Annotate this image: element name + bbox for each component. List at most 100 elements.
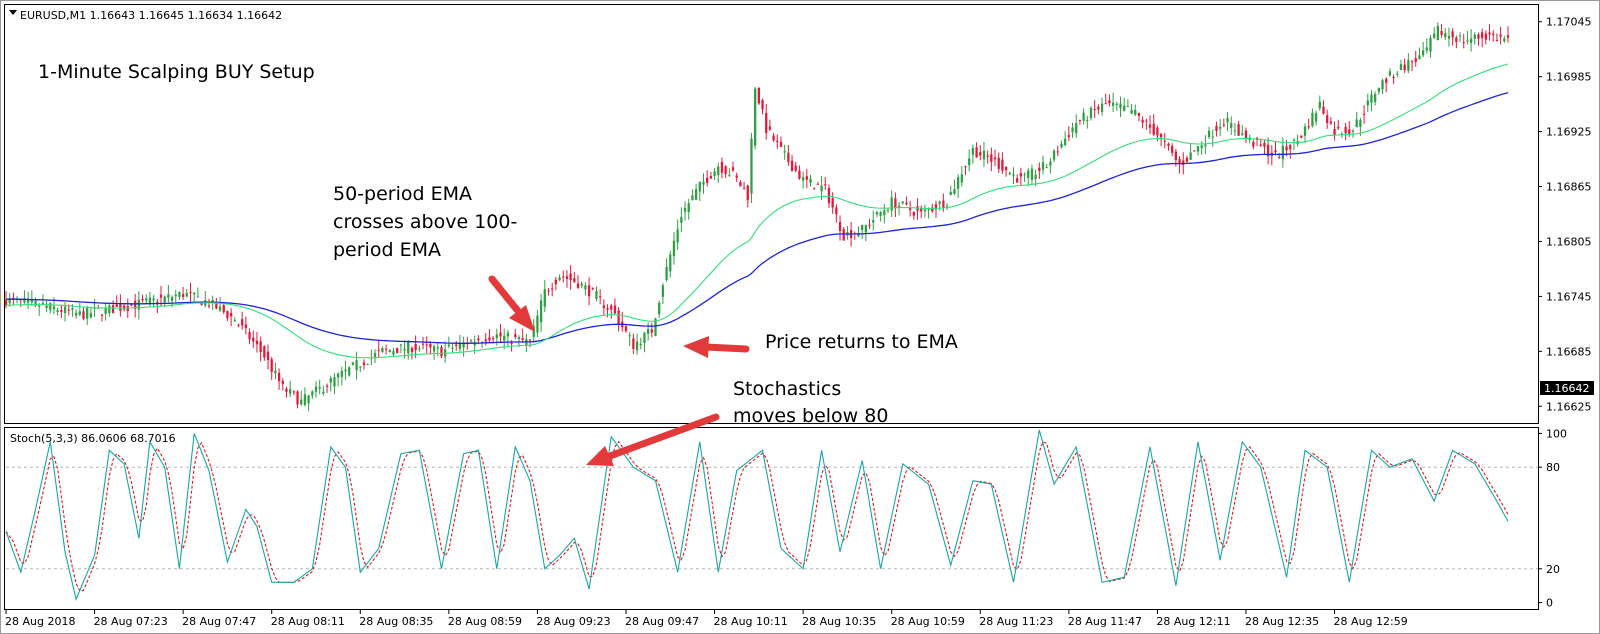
candle: [897, 202, 901, 216]
time-tick-label: 28 Aug 11:47: [1068, 615, 1142, 628]
candle: [956, 174, 960, 199]
price-tick-label: 1.16745: [1546, 290, 1592, 303]
candle: [754, 86, 757, 150]
candle: [429, 341, 432, 355]
candle: [1292, 138, 1296, 151]
candle: [351, 361, 355, 366]
candle: [1314, 110, 1318, 126]
candle: [920, 205, 923, 219]
price-axis: 1.17045 1.16985 1.16925 1.16865 1.16805 1.167…: [1538, 16, 1592, 413]
candle: [1204, 135, 1207, 155]
candle: [658, 300, 661, 318]
candle: [742, 181, 746, 190]
candle: [776, 134, 779, 149]
candle: [942, 193, 945, 212]
candle: [425, 336, 428, 354]
candle: [1211, 129, 1214, 147]
candle: [1263, 139, 1266, 155]
candle: [1410, 59, 1414, 72]
candle: [503, 328, 506, 350]
candle: [156, 298, 159, 314]
candle: [1111, 92, 1115, 112]
candle: [706, 170, 709, 187]
candle: [266, 344, 270, 370]
candle: [1108, 94, 1111, 107]
candle: [595, 286, 598, 302]
candle: [735, 172, 738, 183]
price-header-label: EURUSD,M1 1.16643 1.16645 1.16634 1.1664…: [20, 9, 282, 22]
candle: [181, 286, 185, 300]
ema-cross-line-2: crosses above 100-: [333, 211, 517, 233]
candle: [185, 288, 188, 298]
candle: [993, 149, 997, 167]
candle: [1001, 152, 1004, 174]
candle: [576, 275, 580, 289]
candle: [1196, 146, 1200, 156]
candle: [1134, 104, 1137, 117]
candle: [1056, 145, 1059, 157]
ema-100-line: [6, 91, 1509, 344]
candle: [119, 294, 122, 317]
candle: [816, 181, 820, 185]
candle: [1429, 34, 1432, 58]
ema-cross-line-1: 50-period EMA: [333, 183, 472, 205]
candle: [1152, 114, 1155, 136]
candle: [1333, 121, 1336, 141]
candle: [547, 288, 550, 296]
candle: [255, 331, 259, 353]
candle: [1414, 50, 1417, 67]
candle: [861, 224, 864, 239]
current-price-tag: 1.16642: [1540, 381, 1594, 395]
candle: [1137, 112, 1141, 122]
candle: [362, 359, 366, 370]
candle: [469, 338, 473, 343]
candle: [226, 310, 229, 321]
candle: [1141, 116, 1144, 129]
candle: [587, 277, 591, 306]
candle: [1477, 32, 1480, 46]
candle: [750, 133, 753, 203]
candle: [979, 145, 982, 161]
candle: [1337, 119, 1340, 130]
symbol-dropdown-icon[interactable]: [9, 10, 17, 15]
candle: [1418, 47, 1421, 60]
candle: [447, 336, 450, 349]
candle: [1067, 126, 1070, 142]
candle: [1078, 119, 1082, 125]
candle: [318, 379, 321, 395]
candle: [669, 250, 672, 278]
candle: [115, 295, 118, 308]
candle: [1252, 139, 1255, 150]
candle: [1071, 122, 1074, 138]
candle: [314, 381, 318, 398]
candle: [1433, 27, 1436, 39]
candle: [613, 298, 617, 315]
candle: [167, 284, 170, 303]
candle: [1326, 109, 1329, 129]
stoch-moves-arrow: [586, 413, 720, 466]
candle: [100, 314, 104, 322]
candle: [757, 87, 760, 105]
candle: [207, 298, 211, 309]
candle: [713, 168, 716, 180]
candle: [1399, 59, 1403, 71]
candle: [1023, 172, 1026, 183]
candle: [1266, 137, 1270, 165]
candle: [551, 282, 554, 297]
candle: [1145, 118, 1148, 130]
candle: [779, 136, 783, 147]
candle: [975, 142, 978, 158]
candle: [27, 291, 30, 310]
candle: [252, 330, 255, 349]
candle: [322, 385, 325, 396]
candle: [558, 274, 561, 282]
candle: [1351, 128, 1355, 138]
candle: [499, 323, 502, 344]
candle: [1403, 58, 1406, 73]
candle: [1237, 120, 1240, 136]
candle: [381, 346, 384, 353]
time-axis: 28 Aug 2018 28 Aug 07:23 28 Aug 07:47 28 Au…: [5, 610, 1408, 628]
time-tick-label: 28 Aug 12:35: [1245, 615, 1319, 628]
candle: [599, 289, 602, 305]
candle: [765, 104, 768, 140]
